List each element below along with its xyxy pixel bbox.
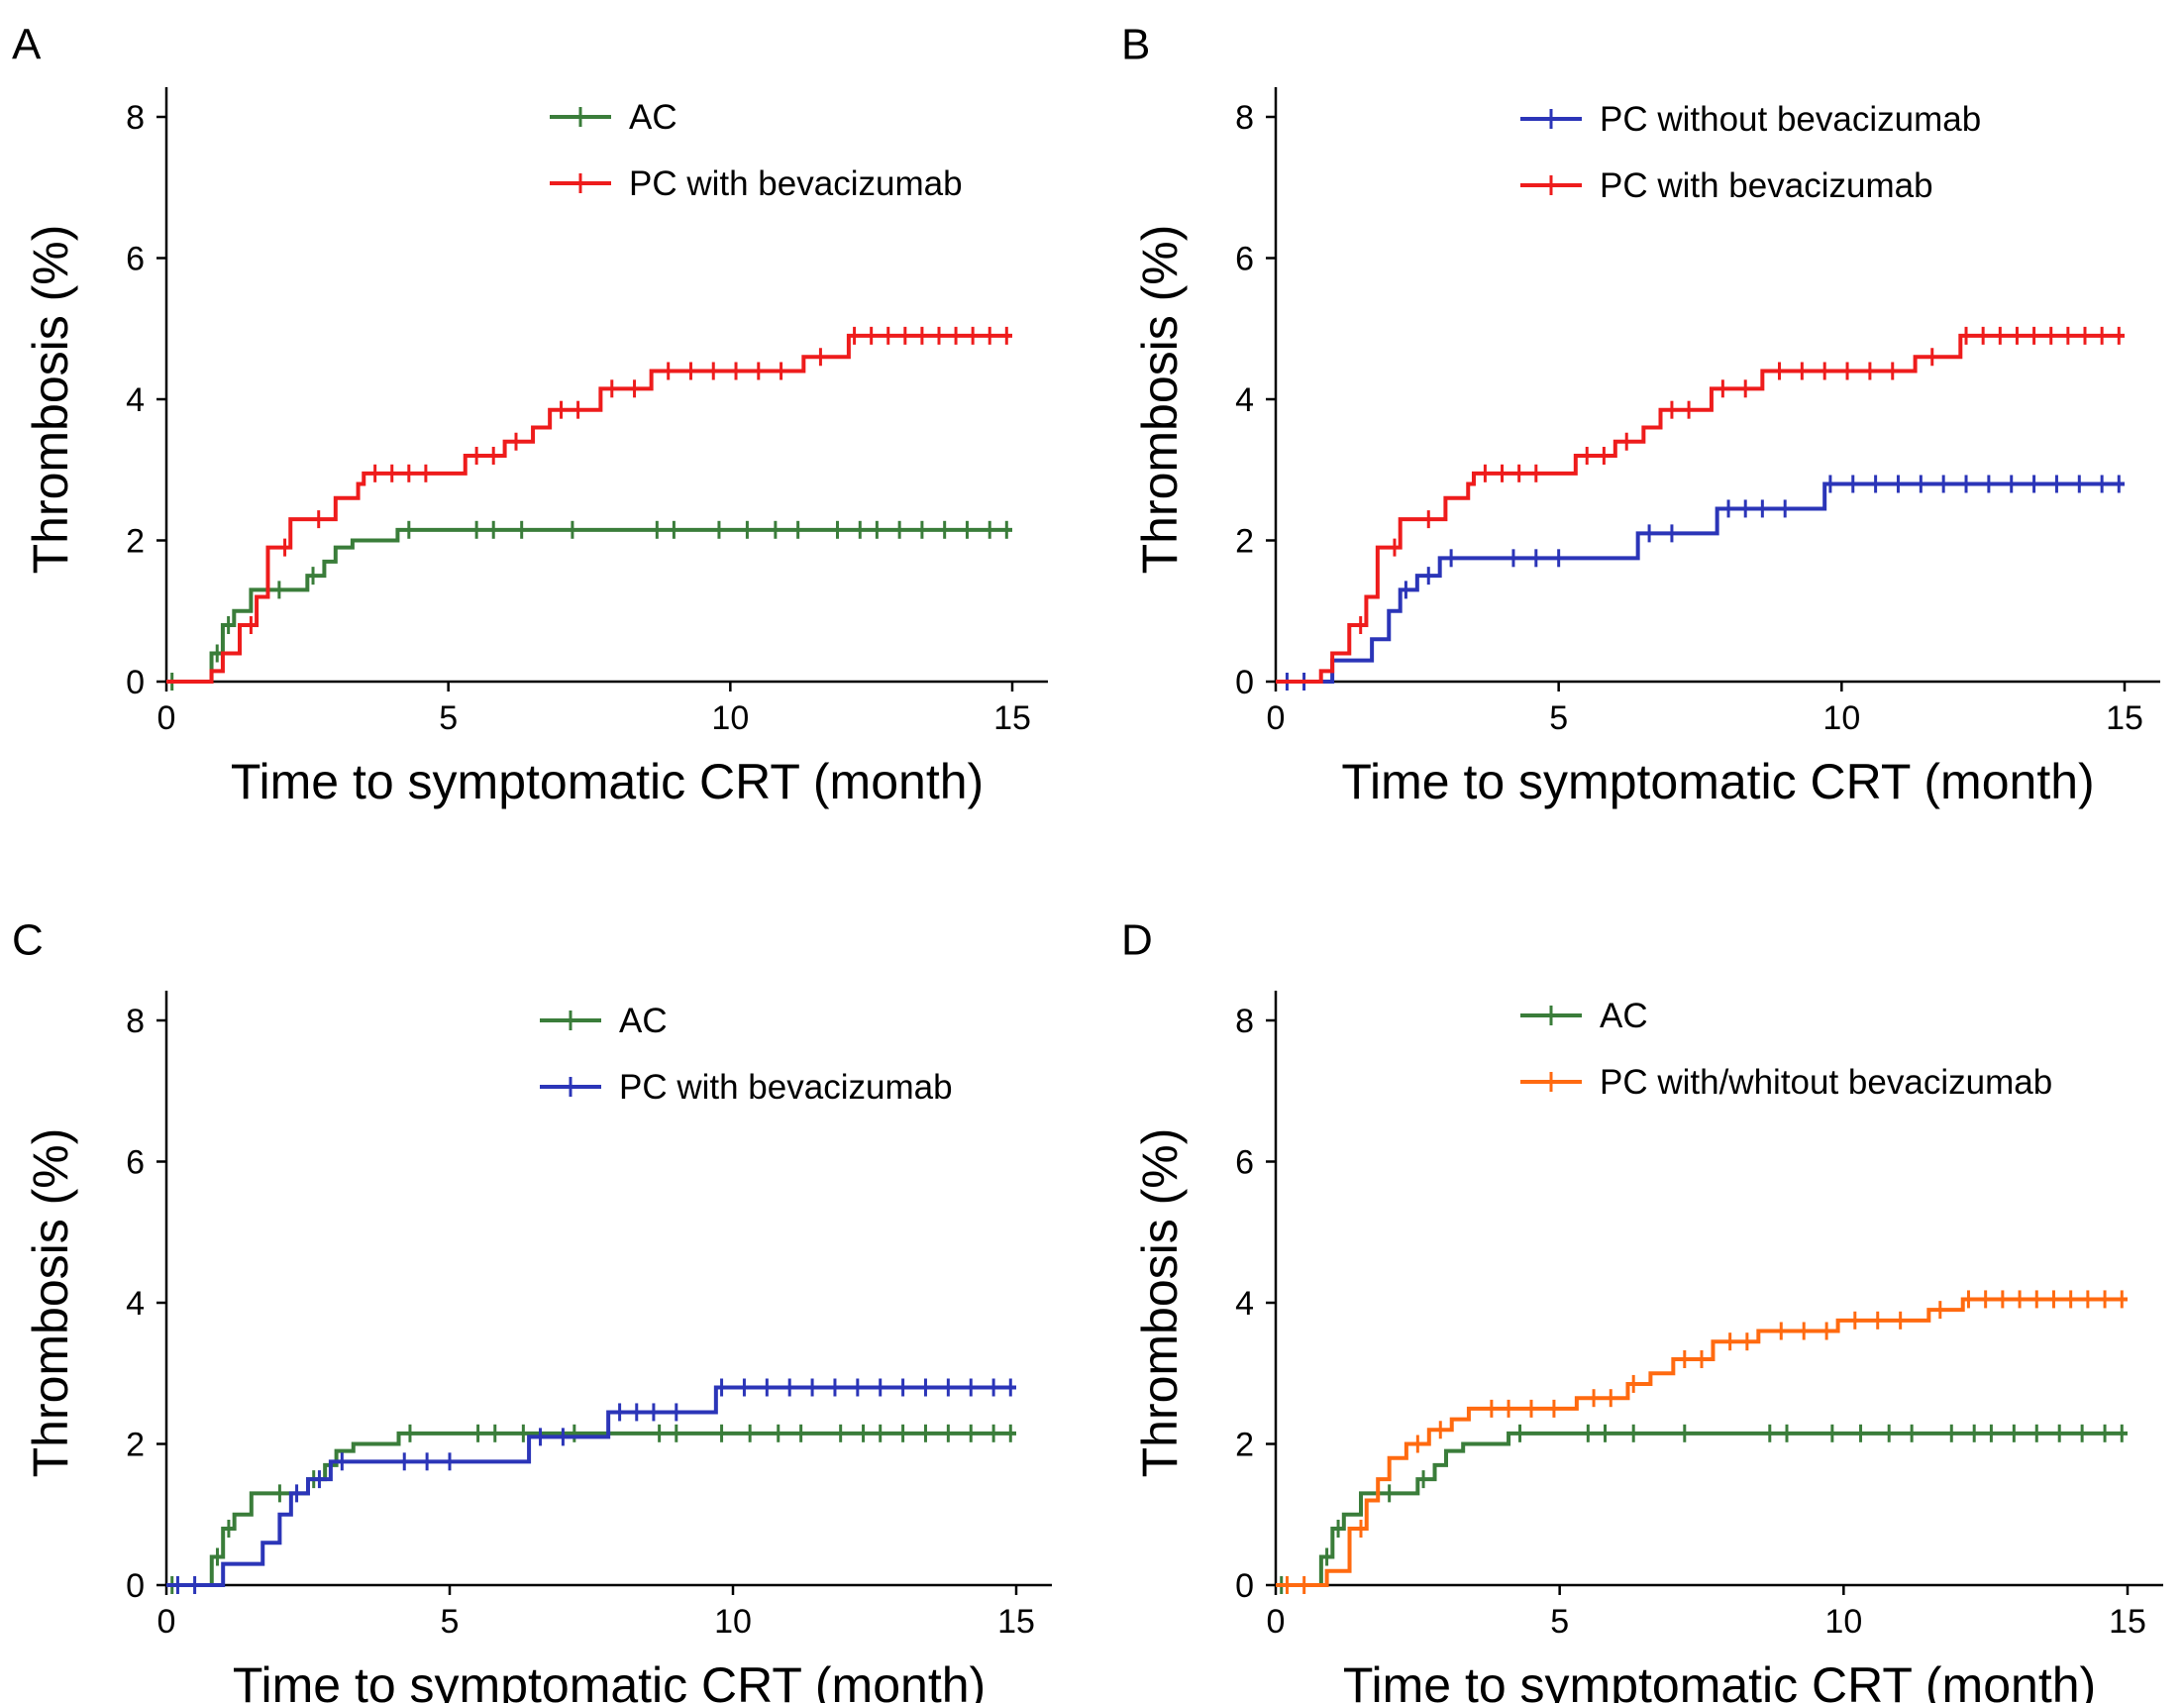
y-tick-label: 6 [126, 1144, 145, 1182]
x-axis-title: Time to symptomatic CRT (month) [1343, 1657, 2096, 1703]
panel-letter: B [1121, 21, 1150, 69]
series-line-2 [1276, 1297, 2128, 1587]
series-line-1 [166, 1431, 1016, 1587]
y-tick-label: 0 [126, 664, 145, 701]
x-tick-label: 15 [993, 699, 1031, 737]
panel-letter: A [12, 21, 42, 69]
x-axis-title: Time to symptomatic CRT (month) [231, 754, 984, 809]
legend-label: PC with/whitout bevacizumab [1600, 1063, 2052, 1102]
y-tick-label: 4 [126, 1285, 145, 1323]
x-tick-label: 5 [1549, 699, 1568, 737]
legend-label: AC [1600, 997, 1648, 1035]
y-tick-label: 2 [126, 1427, 145, 1464]
x-tick-label: 15 [2106, 699, 2143, 737]
x-tick-label: 0 [157, 1603, 176, 1641]
y-tick-label: 6 [1235, 241, 1254, 278]
x-tick-label: 5 [439, 699, 458, 737]
y-tick-label: 8 [1235, 99, 1254, 137]
y-tick-label: 0 [126, 1567, 145, 1605]
series-line-1 [1276, 1431, 2128, 1587]
series-line-1 [1276, 481, 2125, 684]
y-tick-label: 4 [126, 381, 145, 419]
legend-label: PC with bevacizumab [1600, 166, 1933, 205]
y-tick-label: 0 [1235, 1567, 1254, 1605]
series-line-1 [166, 527, 1012, 684]
x-axis-title: Time to symptomatic CRT (month) [1341, 754, 2094, 809]
y-tick-label: 0 [1235, 664, 1254, 701]
y-axis-title: Thrombosis (%) [1132, 225, 1188, 575]
panel-letter: D [1121, 916, 1153, 965]
x-tick-label: 0 [157, 699, 176, 737]
series-line-2 [166, 333, 1012, 684]
x-axis-title: Time to symptomatic CRT (month) [233, 1657, 986, 1703]
legend-label: AC [619, 1002, 668, 1040]
x-tick-label: 15 [2109, 1603, 2146, 1641]
legend-label: PC with bevacizumab [629, 164, 963, 203]
y-axis-title: Thrombosis (%) [1132, 1128, 1188, 1478]
y-tick-label: 4 [1235, 381, 1254, 419]
x-tick-label: 5 [1550, 1603, 1569, 1641]
y-tick-label: 8 [126, 99, 145, 137]
y-tick-label: 2 [1235, 1427, 1254, 1464]
x-tick-label: 10 [714, 1603, 752, 1641]
series-line-2 [1276, 333, 2125, 684]
x-tick-label: 0 [1267, 699, 1286, 737]
y-axis-title: Thrombosis (%) [23, 1128, 78, 1478]
x-tick-label: 10 [1824, 1603, 1862, 1641]
y-tick-label: 8 [126, 1003, 145, 1040]
legend-label: AC [629, 98, 677, 137]
y-tick-label: 8 [1235, 1003, 1254, 1040]
x-tick-label: 5 [441, 1603, 460, 1641]
panel-letter: C [12, 916, 44, 965]
x-tick-label: 10 [1822, 699, 1860, 737]
y-tick-label: 2 [1235, 523, 1254, 561]
y-tick-label: 2 [126, 523, 145, 561]
y-tick-label: 6 [126, 241, 145, 278]
x-tick-label: 0 [1267, 1603, 1286, 1641]
x-tick-label: 15 [997, 1603, 1035, 1641]
y-tick-label: 6 [1235, 1144, 1254, 1182]
legend-label: PC with bevacizumab [619, 1068, 953, 1107]
y-tick-label: 4 [1235, 1285, 1254, 1323]
x-tick-label: 10 [711, 699, 749, 737]
series-line-2 [166, 1385, 1016, 1587]
y-axis-title: Thrombosis (%) [23, 225, 78, 575]
legend-label: PC without bevacizumab [1600, 100, 1981, 139]
